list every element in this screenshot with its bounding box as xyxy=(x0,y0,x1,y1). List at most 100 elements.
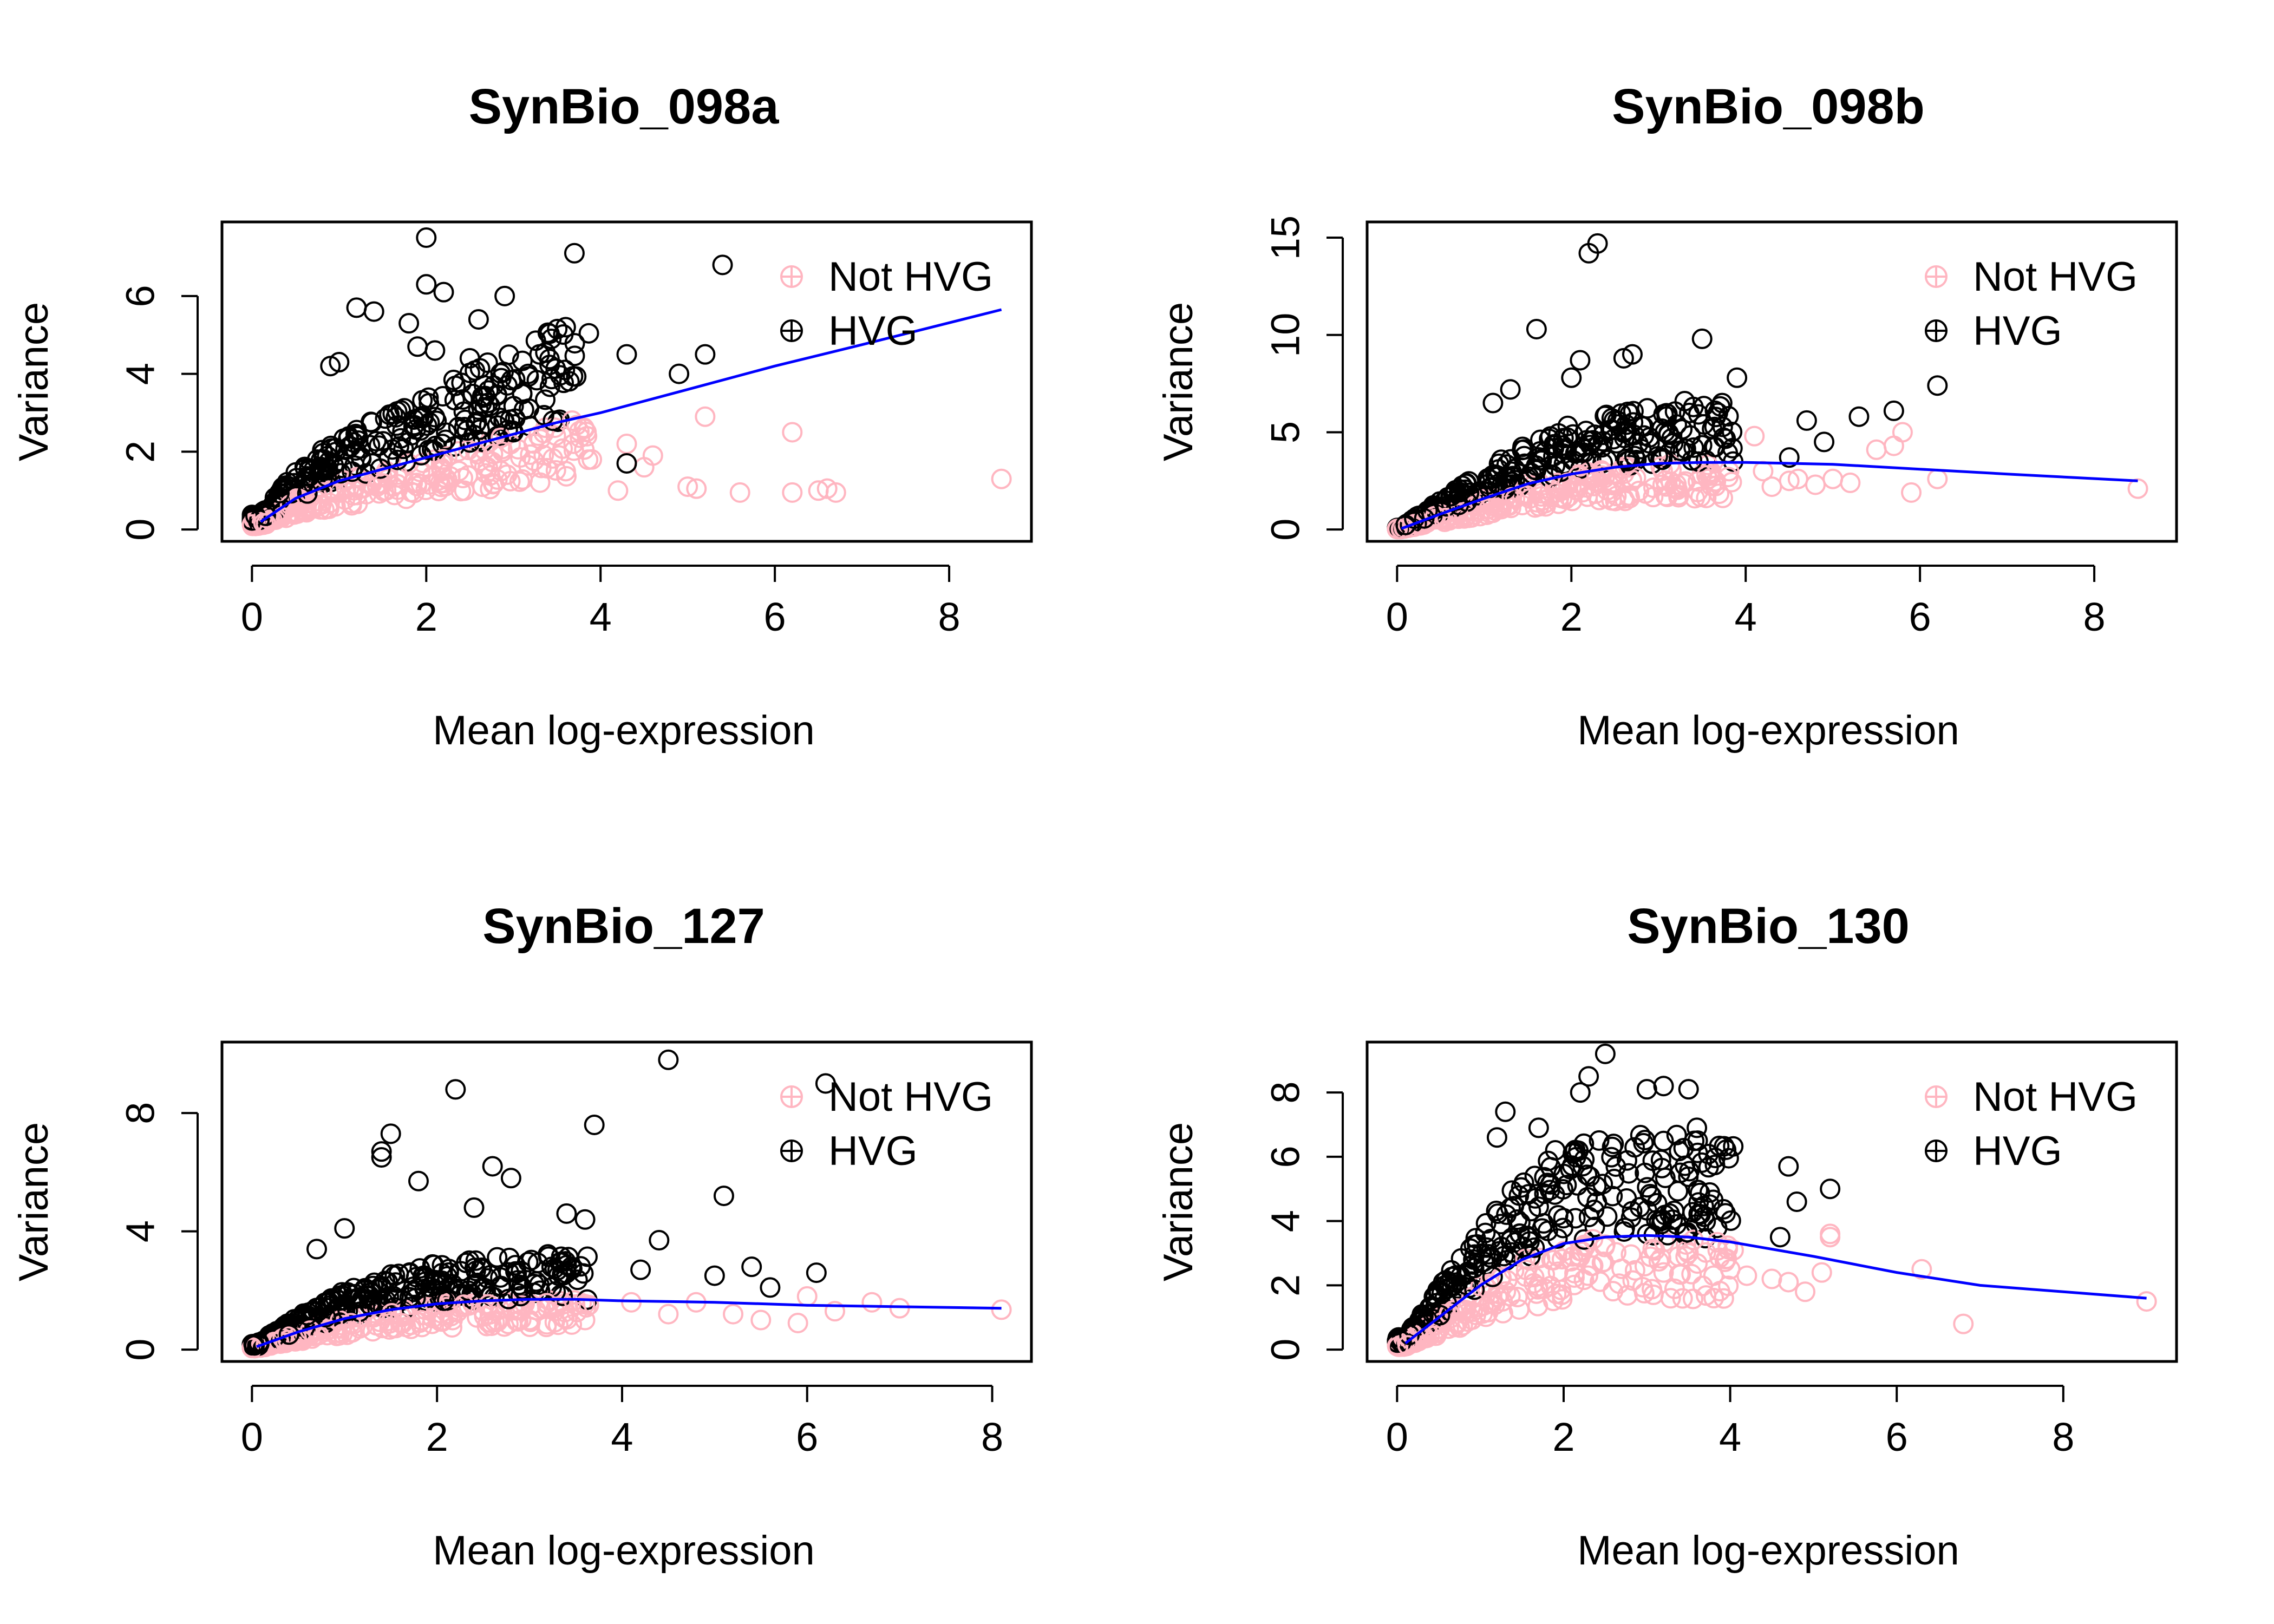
y-tick-label: 0 xyxy=(1263,1339,1308,1361)
not-hvg-point xyxy=(453,1294,474,1315)
hvg-point xyxy=(1530,441,1551,462)
hvg-point xyxy=(712,254,733,276)
not-hvg-point xyxy=(1605,490,1626,512)
hvg-point xyxy=(1429,1305,1450,1326)
not-hvg-point xyxy=(487,469,508,490)
hvg-point xyxy=(490,363,511,384)
hvg-point xyxy=(573,1263,594,1284)
plot-frame xyxy=(220,220,1033,543)
hvg-point xyxy=(533,405,554,426)
hvg-series xyxy=(1486,1043,1841,1248)
y-tick-label: 8 xyxy=(1263,1082,1308,1104)
hvg-point xyxy=(1636,1079,1657,1100)
not-hvg-point xyxy=(561,1314,583,1335)
hvg-point xyxy=(318,451,339,472)
not-hvg-point xyxy=(410,474,432,495)
panel-synbio-098b: SynBio_098b 0 2 4 6 8 0 5 10 15 Mean log-express… xyxy=(1155,79,2178,754)
hvg-point xyxy=(1482,392,1504,414)
legend: Not HVG HVG xyxy=(828,254,993,354)
hvg-point xyxy=(1778,1156,1799,1177)
not-hvg-series xyxy=(1653,1223,2157,1334)
hvg-point xyxy=(408,1170,429,1191)
not-hvg-point xyxy=(1701,475,1722,496)
x-axis-label: Mean log-expression xyxy=(433,1528,815,1574)
hvg-point xyxy=(630,1259,651,1280)
hvg-point xyxy=(443,369,464,390)
hvg-point xyxy=(1578,1066,1599,1087)
not-hvg-point xyxy=(677,476,698,497)
panel-plot: 0 2 4 6 8 0 5 10 15 xyxy=(1263,215,2178,639)
x-tick-label: 8 xyxy=(938,594,960,639)
hvg-point xyxy=(269,482,290,503)
x-tick-label: 8 xyxy=(981,1415,1003,1459)
hvg-point xyxy=(541,1256,562,1278)
hvg-point xyxy=(489,407,511,428)
hvg-point xyxy=(456,1252,477,1273)
not-hvg-point xyxy=(491,427,512,448)
not-hvg-point xyxy=(433,1310,454,1331)
x-tick-label: 0 xyxy=(1386,1415,1408,1459)
not-hvg-point xyxy=(695,406,716,427)
not-hvg-point xyxy=(2136,1291,2157,1312)
legend-symbol-not-hvg xyxy=(780,265,803,288)
x-tick-label: 4 xyxy=(1735,594,1757,639)
hvg-point xyxy=(1679,402,1700,423)
hvg-point xyxy=(1496,454,1517,475)
hvg-point xyxy=(1486,1200,1507,1221)
hvg-point xyxy=(1652,449,1673,470)
not-hvg-point xyxy=(1485,500,1506,521)
hvg-point xyxy=(318,1292,339,1313)
hvg-point xyxy=(1820,1178,1841,1200)
legend-label-not-hvg: Not HVG xyxy=(828,1074,993,1120)
hvg-series xyxy=(306,1049,836,1298)
hvg-point xyxy=(445,1079,466,1100)
hvg-point xyxy=(500,1168,521,1189)
not-hvg-point xyxy=(642,445,663,466)
hvg-point xyxy=(1441,486,1462,507)
not-hvg-point xyxy=(1557,472,1578,493)
x-tick-label: 6 xyxy=(764,594,786,639)
hvg-point xyxy=(695,344,716,365)
hvg-point xyxy=(1620,1207,1642,1228)
x-axis-label: Mean log-expression xyxy=(433,708,815,754)
panel-synbio-098a: SynBio_098a 0 2 4 6 8 0 2 4 6 Mean log-expressio… xyxy=(11,79,1033,754)
legend-symbol-hvg xyxy=(1925,319,1948,342)
hvg-point xyxy=(1663,433,1684,454)
hvg-point xyxy=(1711,392,1733,414)
plot-frame xyxy=(220,1040,1033,1363)
not-hvg-point xyxy=(1512,494,1533,515)
not-hvg-point xyxy=(607,480,629,501)
legend-symbol-hvg xyxy=(1925,1140,1948,1162)
hvg-point xyxy=(1486,1127,1507,1148)
legend-label-hvg: HVG xyxy=(1973,1128,2062,1174)
hvg-point xyxy=(1399,1325,1420,1346)
hvg-point xyxy=(1570,1082,1591,1103)
not-hvg-point xyxy=(729,482,750,503)
not-hvg-point xyxy=(750,1309,772,1331)
hvg-point xyxy=(1437,1278,1458,1299)
hvg-point xyxy=(1617,401,1638,422)
not-hvg-series xyxy=(555,406,1012,503)
hvg-point xyxy=(1513,1236,1534,1258)
not-hvg-point xyxy=(1527,1295,1548,1317)
hvg-point xyxy=(574,1209,596,1230)
hvg-point xyxy=(512,383,533,404)
hvg-point xyxy=(422,1254,443,1275)
not-hvg-point xyxy=(402,473,423,494)
hvg-point xyxy=(553,372,574,394)
not-hvg-point xyxy=(723,1304,744,1325)
not-hvg-point xyxy=(475,463,496,484)
hvg-point xyxy=(1678,1079,1699,1100)
not-hvg-point xyxy=(1840,472,1861,493)
y-tick-label: 4 xyxy=(118,1220,163,1242)
not-hvg-point xyxy=(1795,1281,1816,1302)
hvg-point xyxy=(1510,1223,1531,1245)
hvg-point xyxy=(278,1324,299,1345)
hvg-point xyxy=(1647,446,1668,467)
hvg-point xyxy=(463,1197,485,1218)
not-hvg-point xyxy=(1453,1299,1474,1320)
legend-label-hvg: HVG xyxy=(828,1128,918,1174)
not-hvg-point xyxy=(1696,465,1717,486)
